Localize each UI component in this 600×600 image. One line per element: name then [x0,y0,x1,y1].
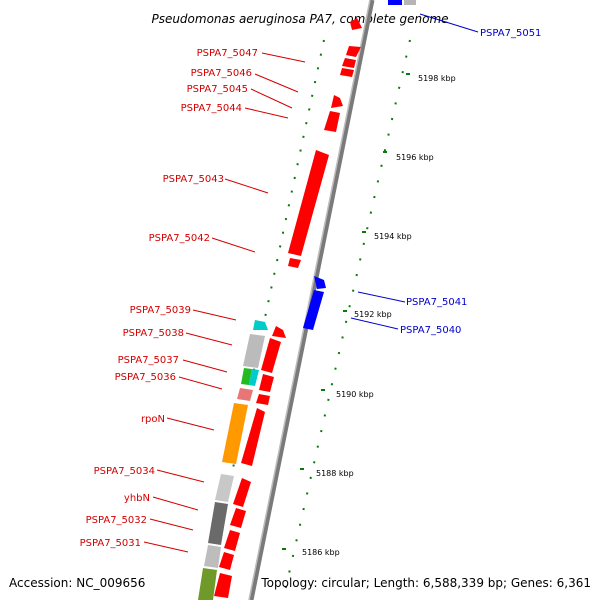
left-leader-lines [143,52,306,553]
gene-label-5032[interactable]: PSPA7_5032 [86,515,147,526]
gene-label-5036[interactable]: PSPA7_5036 [115,372,176,383]
topology-text: Topology: circular; Length: 6,588,339 bp… [260,576,591,590]
scale-label: 5190 kbp [336,390,374,399]
feature-pink[interactable] [237,388,253,401]
feature-darkgrey[interactable] [208,502,228,545]
forward-gene-5047[interactable] [346,18,362,57]
feature-grey-3[interactable] [204,545,221,568]
gene-label-5038[interactable]: PSPA7_5038 [123,328,184,339]
gene-label-5046[interactable]: PSPA7_5046 [191,68,252,79]
feature-cyan-2[interactable] [249,369,259,386]
feature-cyan-1[interactable] [253,320,268,330]
gene-label-5031[interactable]: PSPA7_5031 [80,538,141,549]
scale-label: 5186 kbp [302,548,340,557]
feature-grey-2[interactable] [215,474,234,502]
scale-label: 5196 kbp [396,153,434,162]
forward-gene-rpoN[interactable] [241,408,265,466]
reverse-gene-5051[interactable] [388,0,416,5]
forward-gene-5044[interactable] [324,111,340,132]
reverse-gene-5040[interactable] [303,290,324,330]
gene-label-5047[interactable]: PSPA7_5047 [197,48,258,59]
forward-gene-5032[interactable] [224,530,240,551]
scale-label: 5194 kbp [374,232,412,241]
forward-gene-5046[interactable] [340,58,356,77]
forward-gene-5037[interactable] [261,338,281,373]
feature-orange[interactable] [222,403,248,464]
forward-gene-yhbN[interactable] [230,508,246,528]
feature-green-1[interactable] [241,368,252,385]
gene-label-5041[interactable]: PSPA7_5041 [406,297,467,308]
gene-label-5040[interactable]: PSPA7_5040 [400,325,461,336]
gene-label-5039[interactable]: PSPA7_5039 [130,305,191,316]
forward-gene-5042[interactable] [288,258,301,268]
gene-label-5045[interactable]: PSPA7_5045 [187,84,248,95]
gene-label-5044[interactable]: PSPA7_5044 [181,103,242,114]
forward-gene-5043[interactable] [288,150,329,256]
forward-gene-5038[interactable] [272,326,286,338]
scale-ticks [282,73,410,550]
gene-label-5037[interactable]: PSPA7_5037 [118,355,179,366]
genome-backbone-highlight [248,0,371,600]
gene-label-5034[interactable]: PSPA7_5034 [94,466,155,477]
forward-gene-5036[interactable] [256,374,274,405]
scale-label: 5198 kbp [418,74,456,83]
reverse-gene-5041[interactable] [314,276,326,289]
right-leader-lines [350,13,479,330]
gene-label-5051[interactable]: PSPA7_5051 [480,28,541,39]
accession-text: Accession: NC_009656 [9,576,145,590]
gene-label-5043[interactable]: PSPA7_5043 [163,174,224,185]
gene-label-yhbN[interactable]: yhbN [124,493,150,504]
map-title: Pseudomonas aeruginosa PA7, complete gen… [151,12,448,26]
gene-label-rpoN[interactable]: rpoN [141,414,165,425]
gene-label-5042[interactable]: PSPA7_5042 [149,233,210,244]
feature-olive[interactable] [198,568,217,600]
scale-label: 5188 kbp [316,469,354,478]
scale-label: 5192 kbp [354,310,392,319]
forward-gene-5031[interactable] [214,552,234,598]
feature-grey-1[interactable] [243,334,265,368]
forward-gene-5034[interactable] [233,478,251,507]
forward-gene-5045[interactable] [331,95,343,108]
